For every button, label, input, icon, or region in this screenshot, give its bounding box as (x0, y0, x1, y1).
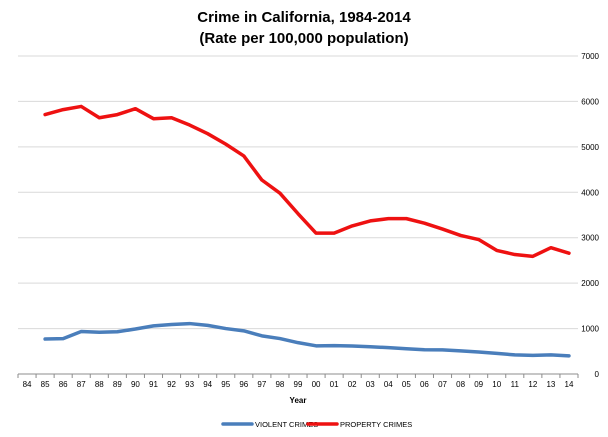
x-tick-label: 07 (438, 380, 447, 389)
legend: VIOLENT CRIMES PROPERTY CRIMES (221, 420, 412, 429)
x-tick-label: 09 (474, 380, 483, 389)
x-tick-label: 97 (257, 380, 266, 389)
legend-label: PROPERTY CRIMES (340, 420, 412, 429)
x-tick-label: 05 (402, 380, 411, 389)
x-tick-label: 11 (511, 380, 520, 389)
x-tick-label: 10 (492, 380, 501, 389)
series-line-violent-crimes (43, 321, 571, 358)
x-tick-label: 91 (149, 380, 158, 389)
x-tick-label: 84 (23, 380, 32, 389)
chart-title: Crime in California, 1984-2014 (197, 9, 411, 26)
legend-label: VIOLENT CRIMES (255, 420, 318, 429)
series-line-property-crimes (43, 104, 571, 259)
x-tick-label: 98 (275, 380, 284, 389)
x-tick-label: 14 (565, 380, 574, 389)
x-tick-label: 93 (185, 380, 194, 389)
x-tick-label: 04 (384, 380, 393, 389)
x-tick-label: 92 (167, 380, 176, 389)
gridlines (18, 55, 578, 330)
y-tick-label: 2000 (581, 279, 599, 288)
y-tick-label: 6000 (581, 97, 599, 106)
series-lines (43, 104, 571, 358)
x-tick-label: 88 (95, 380, 104, 389)
x-tick-label: 94 (203, 380, 212, 389)
y-tick-label: 5000 (581, 143, 599, 152)
x-tick-label: 01 (330, 380, 339, 389)
y-tick-label: 0 (595, 370, 600, 379)
y-tick-label: 4000 (581, 188, 599, 197)
x-tick-label: 00 (312, 380, 321, 389)
x-tick-label: 87 (77, 380, 86, 389)
x-tick-label: 13 (546, 380, 555, 389)
x-tick-label: 89 (113, 380, 122, 389)
x-tick-label: 96 (239, 380, 248, 389)
x-tick-label: 02 (348, 380, 357, 389)
y-tick-label: 3000 (581, 234, 599, 243)
x-tick-label: 85 (41, 380, 50, 389)
y-tick-label: 7000 (581, 52, 599, 61)
x-tick-label: 90 (131, 380, 140, 389)
x-tick-label: 06 (420, 380, 429, 389)
x-tick-label: 03 (366, 380, 375, 389)
x-tick-label: 12 (528, 380, 537, 389)
x-tick-label: 86 (59, 380, 68, 389)
y-tick-label: 1000 (581, 325, 599, 334)
x-axis-title: Year (290, 396, 307, 405)
x-tick-label: 08 (456, 380, 465, 389)
chart-subtitle: (Rate per 100,000 population) (199, 30, 409, 47)
x-tick-label: 99 (294, 380, 303, 389)
x-tick-label: 95 (221, 380, 230, 389)
